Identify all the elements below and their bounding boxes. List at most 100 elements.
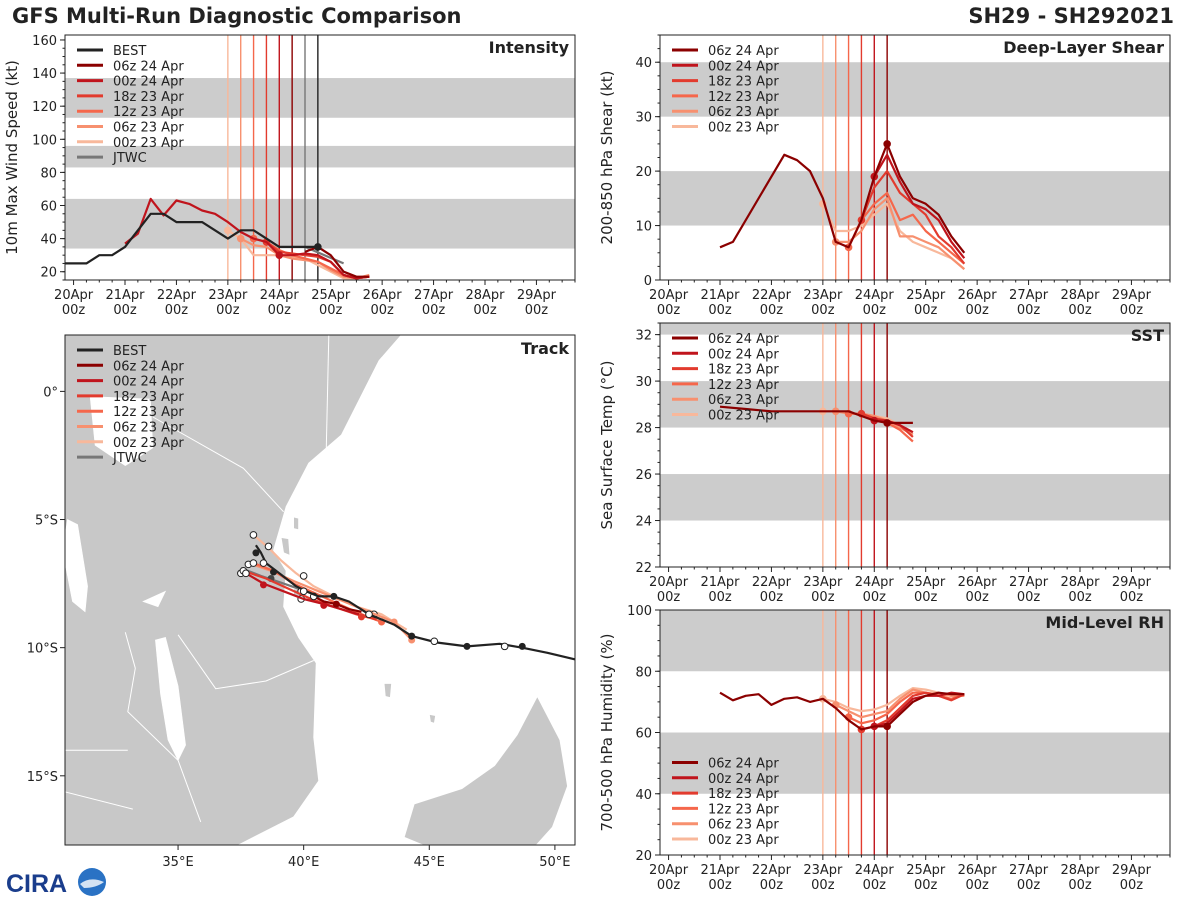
sst-xtick-label: 00z — [863, 590, 887, 605]
rh-xtick-label: 22Apr — [752, 863, 792, 878]
rh-legend-label: 12z 23 Apr — [708, 802, 779, 817]
rh-xtick-label: 00z — [657, 878, 681, 893]
intensity-xtick-label: 24Apr — [260, 288, 300, 303]
intensity-series-06z-23-apr-marker — [236, 234, 245, 243]
rh-plot-area — [660, 610, 1170, 855]
intensity-ytick-label: 120 — [32, 100, 57, 115]
intensity-xtick-label: 00z — [370, 303, 394, 318]
shear-legend-label: 06z 23 Apr — [708, 105, 779, 120]
rh-band — [660, 610, 1170, 672]
shear-ytick-label: 20 — [635, 165, 652, 180]
sst-ytick-label: 30 — [635, 375, 652, 390]
sst-xtick-label: 00z — [657, 590, 681, 605]
rh-xtick-label: 00z — [965, 878, 989, 893]
shear-ytick-label: 0 — [644, 274, 652, 289]
track-legend-label: 18z 23 Apr — [113, 390, 184, 405]
track-06z-24-apr-marker — [332, 600, 340, 608]
shear-xtick-label: 27Apr — [1009, 288, 1049, 303]
rh-xtick-label: 00z — [1120, 878, 1144, 893]
sst-xtick-label: 23Apr — [803, 575, 843, 590]
lake-malawi — [155, 637, 186, 762]
intensity-panel: 2040608010012014016020Apr00z21Apr00z22Ap… — [3, 34, 576, 318]
track-xtick-label: 35°E — [162, 855, 193, 870]
rh-legend-label: 06z 24 Apr — [708, 757, 779, 772]
shear-xtick-label: 00z — [811, 303, 835, 318]
sst-ytick-label: 24 — [635, 515, 652, 530]
sst-ylabel: Sea Surface Temp (°C) — [598, 360, 616, 529]
shear-xtick-label: 00z — [657, 303, 681, 318]
sst-series-06z-24-apr-marker — [883, 419, 891, 427]
sst-xtick-label: 27Apr — [1009, 575, 1049, 590]
shear-series-12z-23-apr — [847, 191, 966, 265]
shear-series-00z-24-apr — [873, 153, 966, 259]
track-title: Track — [521, 339, 569, 358]
track-xtick-label: 50°E — [539, 855, 570, 870]
rh-xtick-label: 00z — [760, 878, 784, 893]
shear-ytick-label: 40 — [635, 56, 652, 71]
sst-band — [660, 474, 1170, 521]
track-legend-label: 00z 23 Apr — [113, 436, 184, 451]
rh-xtick-label: 00z — [914, 878, 938, 893]
rh-xtick-label: 00z — [1017, 878, 1041, 893]
sst-xtick-label: 25Apr — [906, 575, 946, 590]
intensity-ytick-label: 160 — [32, 34, 57, 49]
track-best-marker — [252, 549, 260, 557]
sst-xtick-label: 26Apr — [958, 575, 998, 590]
sst-xtick-label: 00z — [1017, 590, 1041, 605]
shear-ytick-label: 10 — [635, 220, 652, 235]
sst-frame — [659, 322, 1171, 568]
intensity-xtick-label: 25Apr — [311, 288, 351, 303]
border-kenya-uganda — [147, 335, 149, 336]
intensity-series-00z-23-apr-marker — [224, 226, 232, 235]
track-best-marker — [518, 642, 526, 650]
sst-xtick-label: 22Apr — [752, 575, 792, 590]
intensity-ytick-label: 40 — [40, 233, 57, 248]
sst-xtick-label: 00z — [811, 590, 835, 605]
intensity-ytick-label: 100 — [32, 133, 57, 148]
intensity-band — [65, 145, 575, 168]
track-best-marker — [270, 568, 278, 576]
rh-legend-label: 06z 23 Apr — [708, 818, 779, 833]
shear-xtick-label: 26Apr — [958, 288, 998, 303]
intensity-xtick-label: 00z — [473, 303, 497, 318]
shear-xtick-label: 00z — [965, 303, 989, 318]
intensity-band — [65, 78, 575, 118]
intensity-xtick-label: 27Apr — [414, 288, 454, 303]
rh-xtick-label: 20Apr — [649, 863, 689, 878]
rh-ytick-label: 80 — [635, 665, 652, 680]
shear-xtick-label: 22Apr — [752, 288, 792, 303]
rh-xtick-label: 00z — [1068, 878, 1092, 893]
shear-xtick-label: 00z — [1120, 303, 1144, 318]
track-00z-23-apr-open-marker — [249, 531, 258, 539]
intensity-xtick-label: 21Apr — [105, 288, 145, 303]
shear-title: Deep-Layer Shear — [1003, 38, 1164, 57]
cira-logo: CIRA — [6, 868, 106, 898]
lake-victoria — [89, 396, 154, 467]
track-best-open-marker — [259, 559, 268, 567]
sst-legend-label: 18z 23 Apr — [708, 363, 779, 378]
intensity-ylabel: 10m Max Wind Speed (kt) — [3, 60, 21, 255]
shear-xtick-label: 00z — [708, 303, 732, 318]
track-ytick-label: 0° — [43, 385, 58, 400]
sst-xtick-label: 00z — [1068, 590, 1092, 605]
sst-legend-label: 00z 23 Apr — [708, 409, 779, 424]
intensity-legend-label: 00z 23 Apr — [113, 136, 184, 151]
track-best-marker — [463, 642, 471, 650]
border-malawi — [124, 632, 202, 823]
lake-tanganyika — [65, 519, 88, 613]
rh-ytick-label: 20 — [635, 849, 652, 864]
track-legend-label: JTWC — [112, 451, 147, 466]
zanzibar-island — [280, 537, 291, 557]
shear-xtick-label: 29Apr — [1112, 288, 1152, 303]
intensity-series-00z-24-apr-marker — [275, 251, 284, 259]
shear-xtick-label: 00z — [914, 303, 938, 318]
sst-xtick-label: 00z — [1120, 590, 1144, 605]
sst-xtick-label: 00z — [965, 590, 989, 605]
rh-panel: 2040608010020Apr00z21Apr00z22Apr00z23Apr… — [598, 604, 1171, 893]
track-ytick-label: 15°S — [27, 770, 58, 785]
rh-xtick-label: 27Apr — [1009, 863, 1049, 878]
intensity-xtick-label: 00z — [422, 303, 446, 318]
pemba-island — [293, 516, 300, 531]
track-18z-23-apr-marker — [357, 613, 365, 621]
